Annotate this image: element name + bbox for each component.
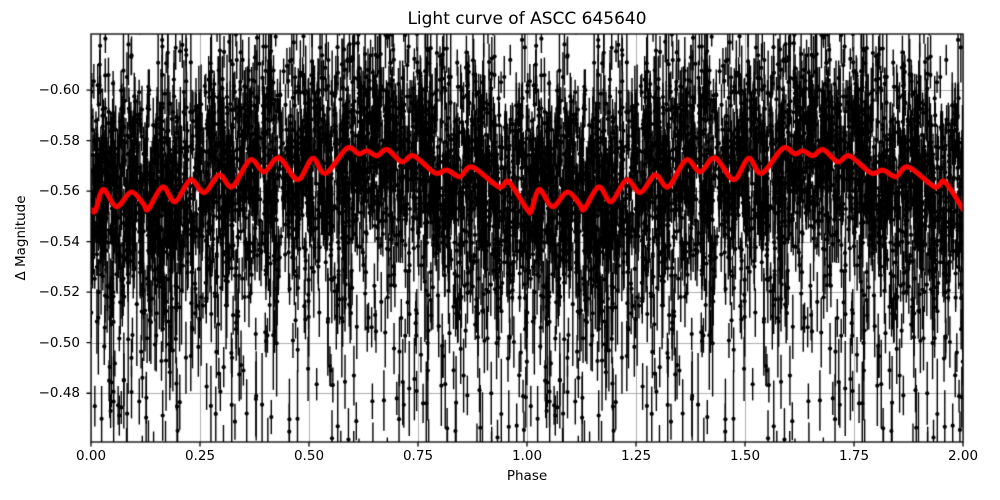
x-tick-label: 0.00 xyxy=(75,448,107,464)
y-tick-label: −0.52 xyxy=(38,284,80,301)
x-tick-label: 1.25 xyxy=(620,448,652,464)
y-tick-label: −0.58 xyxy=(38,132,80,149)
x-tick-label: 0.50 xyxy=(293,448,325,464)
y-tick-label: −0.50 xyxy=(38,334,80,351)
x-axis-label: Phase xyxy=(506,468,548,484)
x-tick-label: 2.00 xyxy=(947,448,979,464)
chart-title: Light curve of ASCC 645640 xyxy=(407,9,647,29)
y-tick-label: −0.48 xyxy=(38,385,80,402)
x-tick-label: 1.50 xyxy=(729,448,761,464)
y-tick-label: −0.54 xyxy=(38,233,80,250)
y-tick-label: −0.60 xyxy=(38,82,80,99)
x-tick-label: 1.00 xyxy=(511,448,543,464)
y-tick-label: −0.56 xyxy=(38,183,80,200)
x-tick-label: 1.75 xyxy=(838,448,870,464)
x-tick-label: 0.75 xyxy=(402,448,434,464)
x-tick-label: 0.25 xyxy=(184,448,216,464)
